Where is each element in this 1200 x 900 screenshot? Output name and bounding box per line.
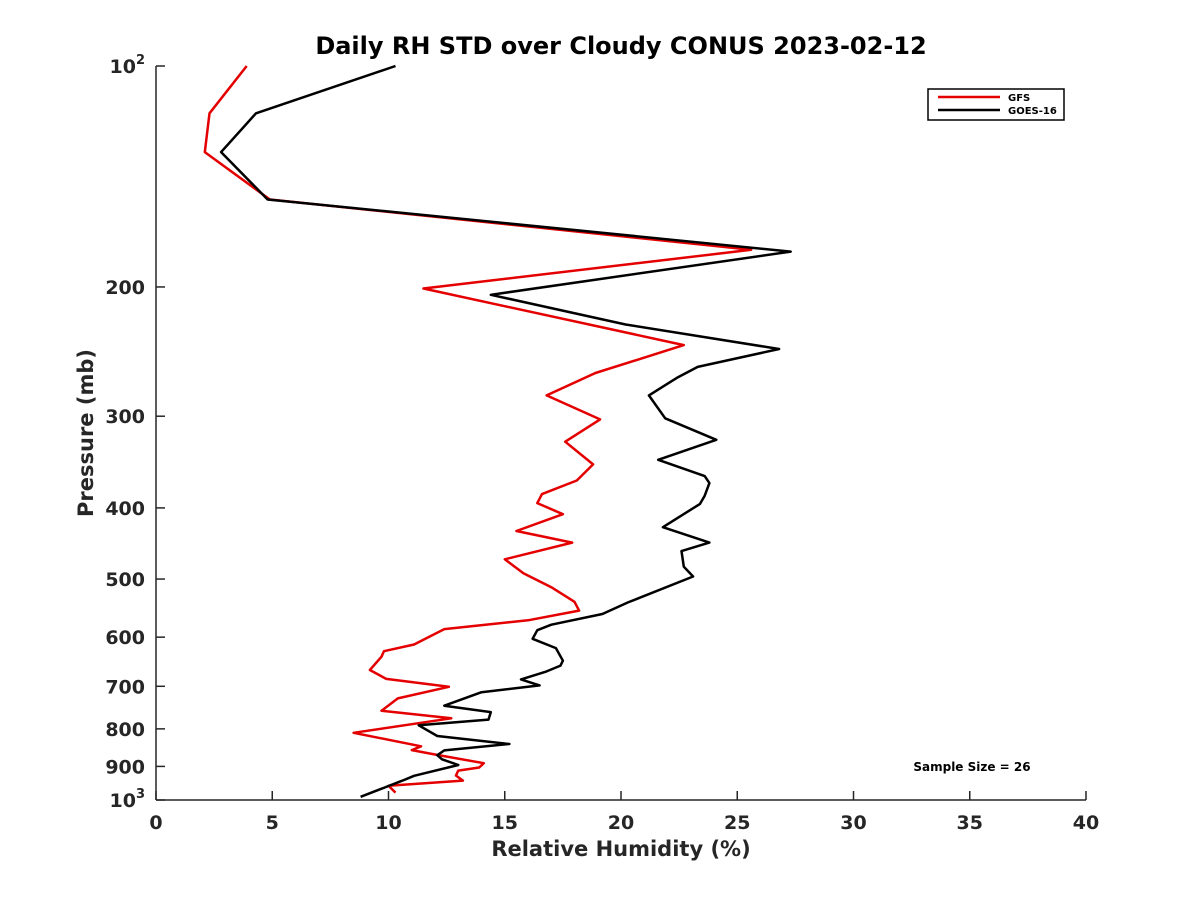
- x-tick-label: 15: [492, 812, 518, 834]
- y-tick-label: 800: [105, 719, 145, 741]
- y-tick-label: 500: [105, 569, 145, 591]
- x-axis-label: Relative Humidity (%): [491, 837, 750, 861]
- y-tick-label: 600: [105, 627, 145, 649]
- x-tick-label: 30: [840, 812, 866, 834]
- legend-label-goes16: GOES-16: [1008, 106, 1057, 117]
- x-tick-label: 35: [957, 812, 983, 834]
- sample-size-annotation: Sample Size = 26: [913, 760, 1030, 774]
- y-tick-label: 103: [110, 787, 146, 812]
- y-tick-label: 700: [105, 676, 145, 698]
- x-tick-label: 25: [724, 812, 750, 834]
- y-axis-label: Pressure (mb): [74, 349, 98, 517]
- plot-area: [203, 64, 792, 798]
- y-tick-label: 400: [105, 498, 145, 520]
- x-tick-label: 5: [266, 812, 279, 834]
- series-line-gfs: [203, 65, 753, 794]
- x-tick-label: 0: [149, 812, 162, 834]
- axes: [155, 65, 1087, 801]
- y-tick-label: 900: [105, 756, 145, 778]
- y-tick-label: 102: [110, 53, 146, 78]
- x-tick-label: 20: [608, 812, 634, 834]
- x-tick-label: 10: [375, 812, 401, 834]
- legend: GFS GOES-16: [927, 88, 1065, 121]
- tick-labels: 0 5 10 15 20 25 30 35 40 102 200 300 400 500 600 700 800…: [105, 53, 1099, 834]
- legend-box: [927, 88, 1065, 121]
- y-tick-label: 200: [105, 277, 145, 299]
- y-tick-label: 300: [105, 406, 145, 428]
- legend-label-gfs: GFS: [1008, 93, 1030, 104]
- series-line-goes16: [219, 64, 792, 798]
- chart-title: Daily RH STD over Cloudy CONUS 2023-02-1…: [315, 32, 926, 60]
- x-tick-label: 40: [1073, 812, 1099, 834]
